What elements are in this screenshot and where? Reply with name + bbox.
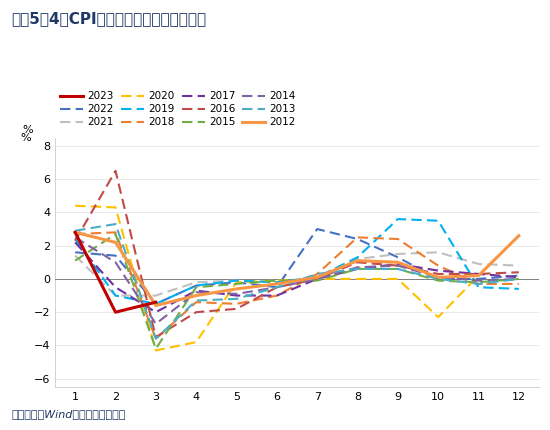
Legend: 2023, 2022, 2021, 2020, 2019, 2018, 2017, 2016, 2015, 2014, 2013, 2012: 2023, 2022, 2021, 2020, 2019, 2018, 2017… (60, 91, 296, 127)
Text: %: % (22, 126, 32, 135)
Y-axis label: %: % (21, 132, 31, 143)
Text: 图表5：4月CPI食品分项环比降幅有所收窄: 图表5：4月CPI食品分项环比降幅有所收窄 (11, 11, 206, 26)
Text: 资料来源：Wind，国盛证券研究所: 资料来源：Wind，国盛证券研究所 (11, 409, 125, 419)
